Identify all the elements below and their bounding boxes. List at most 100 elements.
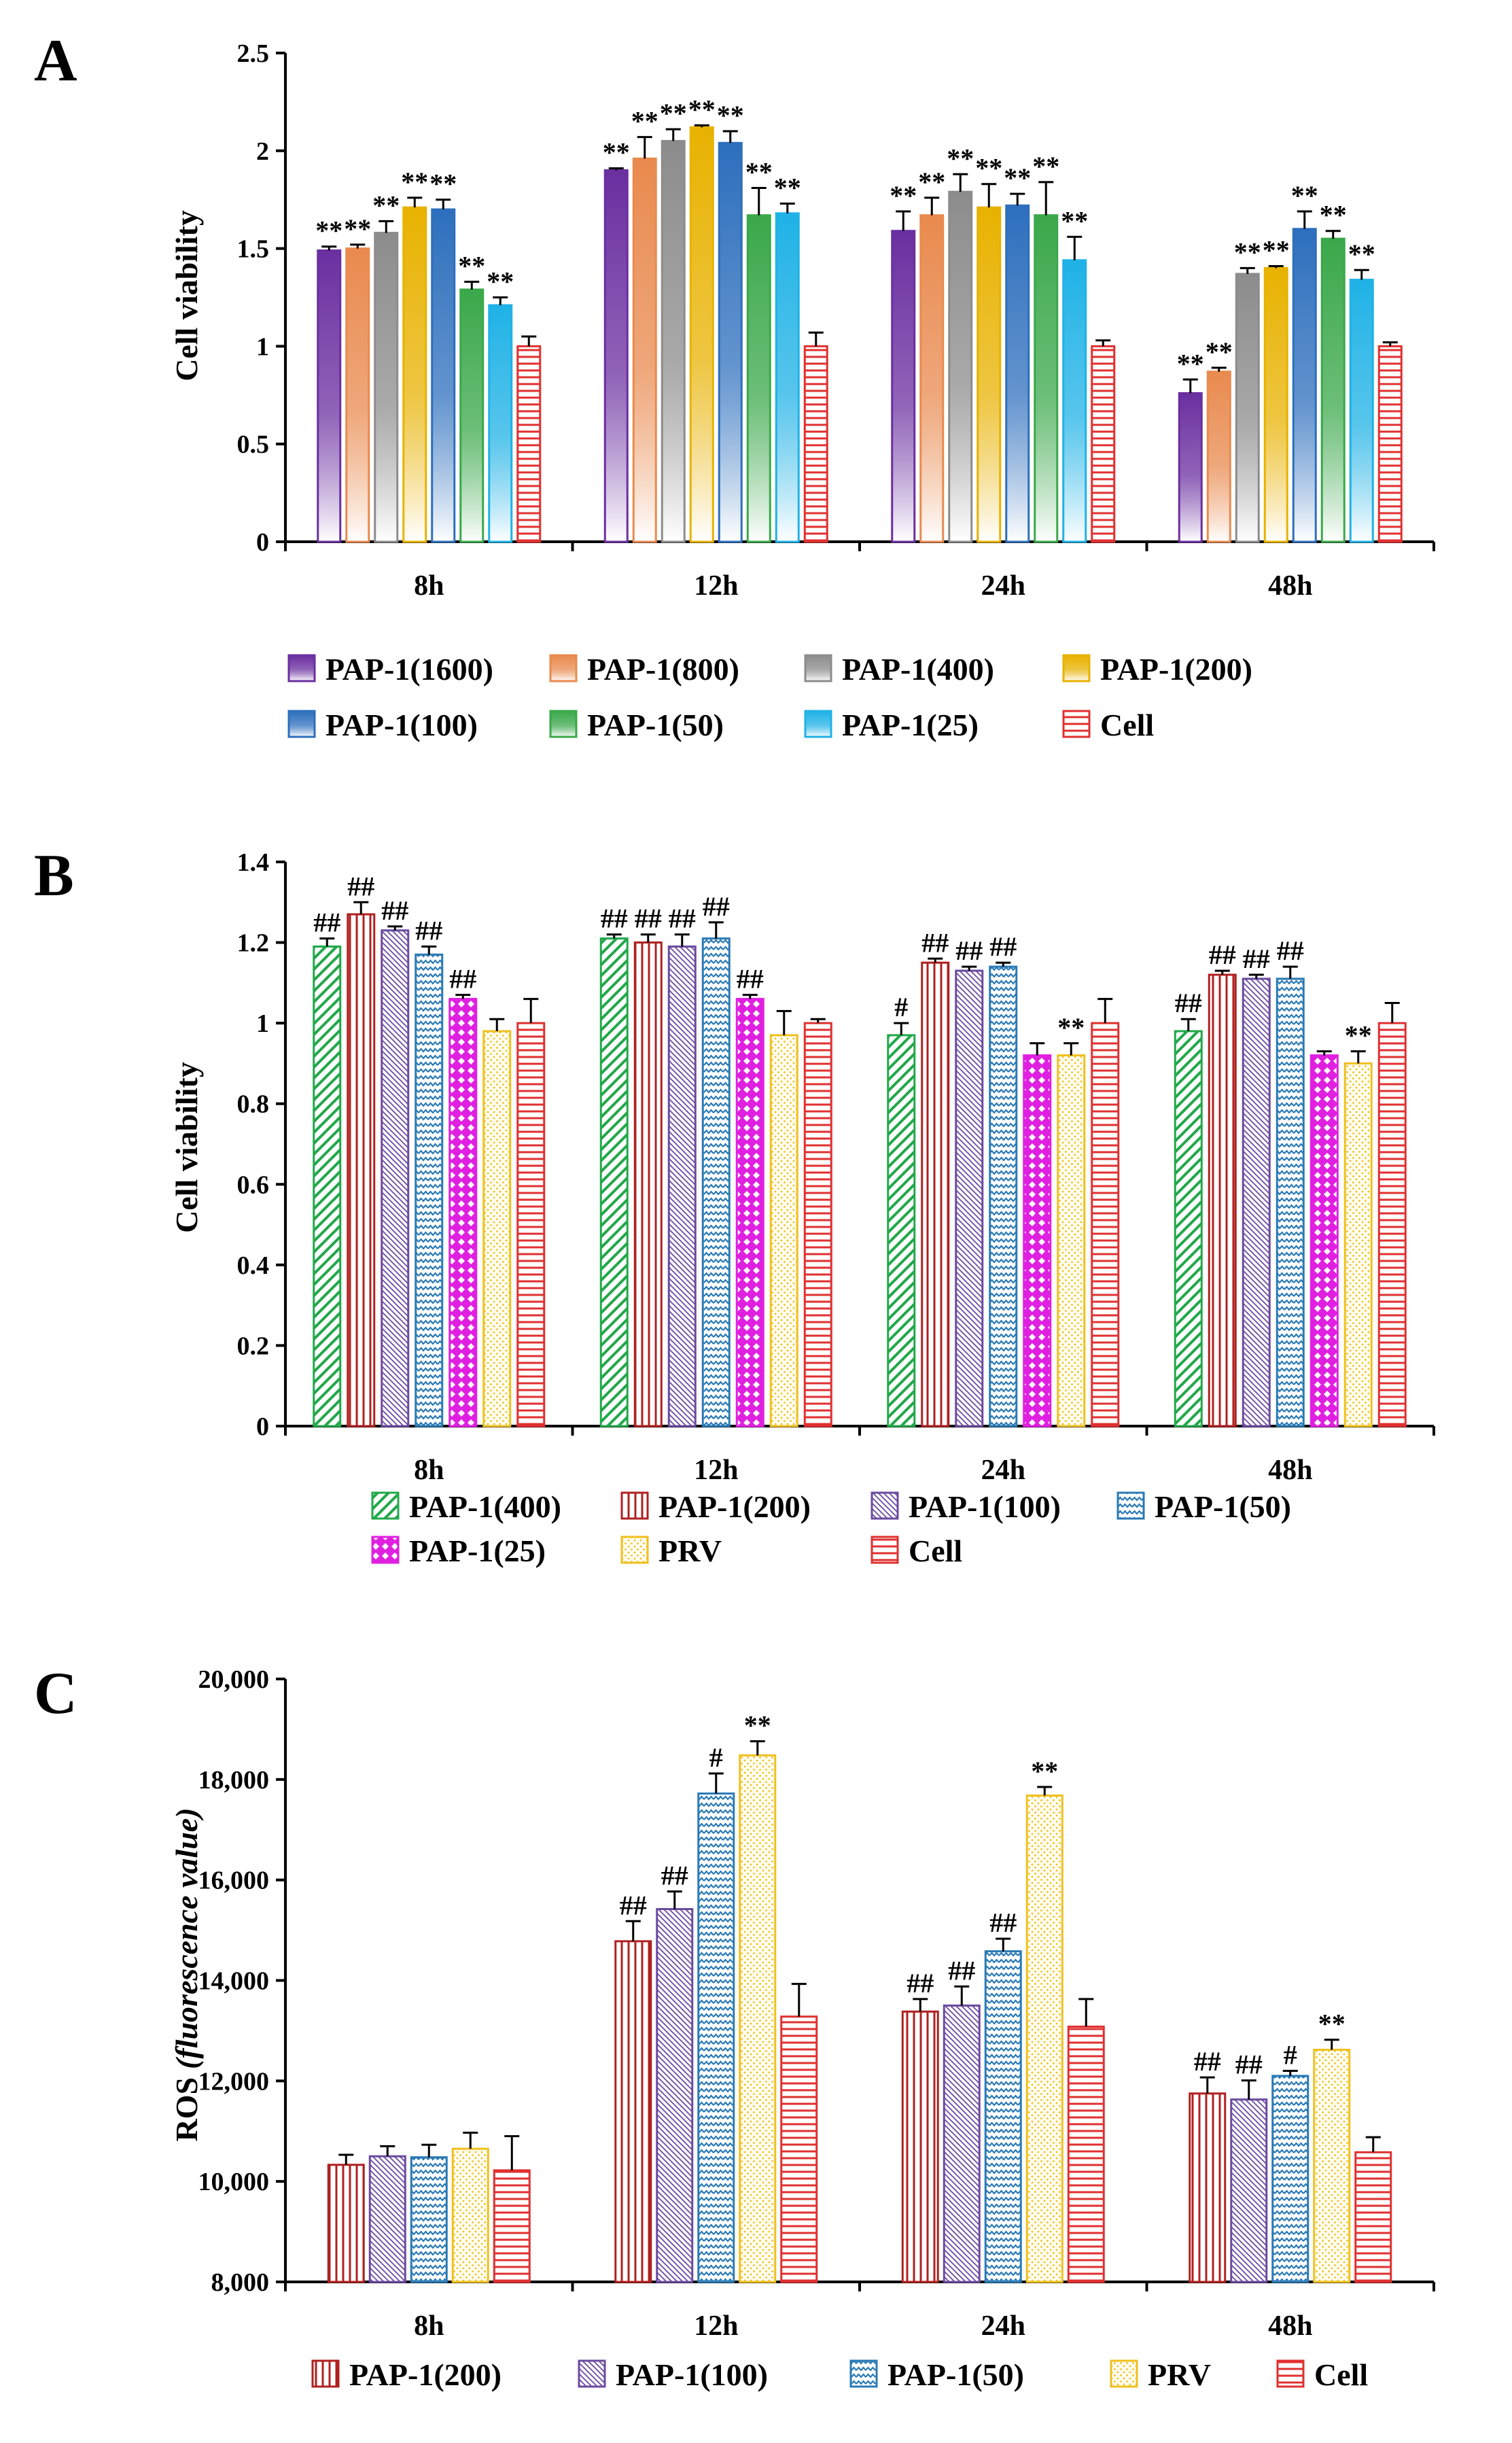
panel-c-bar [327, 2164, 365, 2283]
panel-b-legend-swatch [1117, 1491, 1145, 1520]
panel-c-y-tick-label: 18,000 [198, 1766, 270, 1795]
panel-b-legend-swatch [871, 1536, 899, 1564]
panel-b-plot: 00.20.40.60.811.21.48h 12h 24h 48h## ### ####… [237, 848, 1435, 1486]
panel-b-y-tick-label: 1 [256, 1009, 269, 1038]
panel-b-bar [955, 969, 984, 1427]
panel-b-significance-label: ## [989, 931, 1017, 962]
panel-b-significance-label: ## [601, 903, 628, 934]
panel-b-bar [1174, 1030, 1203, 1427]
panel-a-bar [488, 304, 513, 543]
panel-b-legend-label: Cell [909, 1534, 962, 1568]
panel-a-y-tick-label: 1.5 [237, 235, 270, 264]
panel-b-bar [803, 1022, 832, 1427]
panel-b-significance-label: ## [737, 964, 764, 994]
panel-b-legend-label: PAP-1(200) [658, 1489, 811, 1524]
panel-b-bar [1208, 973, 1237, 1427]
panel-b-legend-swatch [871, 1491, 899, 1520]
panel-a-significance-label: ** [315, 215, 342, 246]
panel-b-bar [599, 937, 629, 1427]
panel-b-legend-label: PAP-1(400) [409, 1489, 561, 1524]
panel-a-significance-label: ** [1206, 336, 1233, 367]
panel-b-bar [1309, 1054, 1339, 1427]
panel-a-significance-label: ** [688, 94, 716, 124]
panel-b-legend-swatch [620, 1536, 649, 1564]
panel-b-significance-label: ## [415, 916, 442, 946]
panel-b-category-label: 48h [1268, 1455, 1312, 1486]
panel-c-ylabel-unit: (fluorescence value) [169, 1807, 204, 2069]
panel-b-legend-swatch [371, 1491, 400, 1520]
panel-c-significance-label: ** [1031, 1756, 1058, 1786]
panel-a-significance-label: ** [487, 266, 514, 297]
panel-a-legend-label: PAP-1(100) [326, 708, 478, 742]
panel-b-legend-label: PAP-1(100) [909, 1489, 1061, 1524]
panel-a-legend-label: PAP-1(800) [587, 652, 739, 687]
panel-b-bar [516, 1022, 546, 1427]
panel-b-significance-label: ## [449, 964, 476, 994]
panel-b-y-tick-label: 0 [256, 1413, 269, 1441]
panel-a-y-tick-label: 0.5 [237, 430, 270, 459]
panel-c-significance-label: ## [989, 1907, 1017, 1938]
panel-a-y-tick-label: 1 [256, 332, 269, 361]
panel-a-significance-label: ** [1348, 239, 1375, 269]
panel-c-letter: C [34, 1661, 77, 1727]
panel-b-significance-label: ## [381, 895, 408, 926]
panel-c-y-tick-label: 10,000 [198, 2168, 270, 2196]
panel-c-ylabel-main: ROS [169, 2077, 204, 2142]
panel-c-bar [1271, 2075, 1309, 2283]
panel-b-legend-label: PAP-1(25) [409, 1534, 546, 1568]
panel-b-ylabel: Cell viability [169, 1062, 204, 1233]
panel-c-bar [656, 1908, 694, 2283]
panel-b-bar [921, 961, 950, 1427]
panel-a-plot: 00.511.522.58h 12h 24h 48h*****************… [237, 39, 1435, 602]
panel-c-significance-label: ** [744, 1710, 771, 1741]
panel-c-legend: PAP-1(200) PAP-1(100) PAP-1(50) PRV Cell [311, 2357, 1368, 2392]
panel-b-y-tick-label: 0.8 [237, 1090, 270, 1119]
panel-c-bar [739, 1754, 777, 2283]
panel-a-bar [345, 247, 370, 543]
panel-c-category-label: 12h [694, 2310, 738, 2342]
panel-a-significance-label: ** [1291, 180, 1318, 211]
panel-b-bar [769, 1034, 798, 1427]
panel-a-category-label: 24h [981, 570, 1025, 602]
panel-a-legend-swatch [287, 710, 316, 738]
panel-b-bar [449, 998, 478, 1427]
panel-a-bar [1206, 370, 1231, 543]
panel-c-significance-label: # [1284, 2040, 1297, 2071]
panel-b-legend-swatch [620, 1491, 649, 1520]
panel-a-bar [374, 232, 399, 543]
panel-a-legend-swatch [1062, 654, 1091, 682]
panel-a-significance-label: ** [918, 167, 945, 197]
panel-a-significance-label: ** [947, 143, 974, 173]
panel-a-bar [632, 157, 657, 543]
panel-a-bar [1320, 237, 1346, 543]
panel-b-bar [1343, 1062, 1373, 1427]
panel-a-bar [1178, 392, 1203, 543]
panel-b-bar [1242, 977, 1271, 1427]
panel-a-legend-label: PAP-1(50) [587, 708, 724, 742]
panel-c-y-tick-label: 20,000 [198, 1665, 270, 1694]
panel-b-bar [347, 913, 376, 1427]
panel-c-y-tick-label: 16,000 [198, 1867, 270, 1895]
panel-a-significance-label: ** [1177, 348, 1204, 379]
panel-b-y-tick-label: 0.4 [237, 1251, 270, 1280]
panel-c-legend-swatch [311, 2359, 340, 2388]
panel-a-bar [689, 126, 714, 543]
panel-a-significance-label: ** [660, 98, 687, 128]
panel-b-legend-label: PRV [658, 1534, 722, 1568]
panel-a-legend-swatch [549, 710, 578, 738]
panel-a-bar [891, 230, 916, 543]
panel-a-significance-label: ** [1234, 237, 1261, 267]
panel-b-significance-label: ** [1345, 1020, 1372, 1051]
panel-a-bar [1263, 266, 1288, 543]
panel-a-legend-swatch [804, 654, 832, 682]
panel-a-category-label: 12h [694, 570, 738, 602]
panel-a-significance-label: ** [717, 100, 744, 131]
panel-c-y-tick-label: 8,000 [211, 2268, 270, 2297]
panel-c-legend-label: Cell [1314, 2357, 1368, 2392]
panel-c-bar [697, 1792, 735, 2283]
panel-c-bar [410, 2156, 448, 2283]
panel-a-bar [1235, 273, 1260, 543]
panel-b-significance-label: # [894, 992, 908, 1022]
panel-a-legend-label: PAP-1(400) [842, 652, 994, 687]
